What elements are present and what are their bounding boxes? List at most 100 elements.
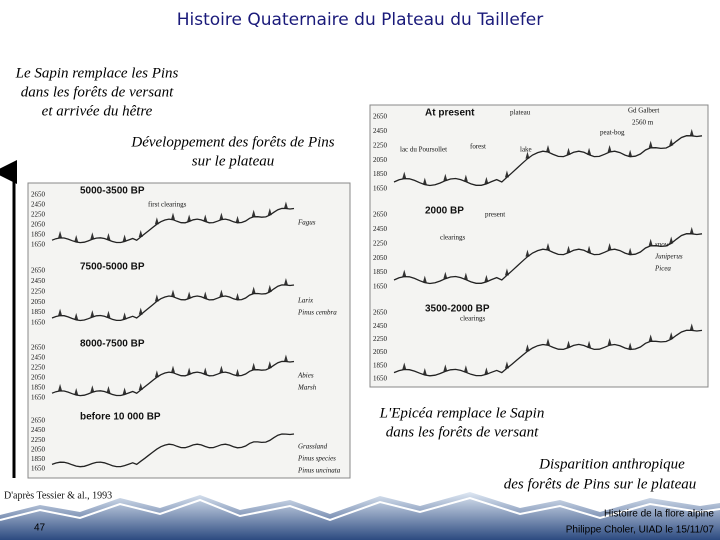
figure-label: Gd Galbert [628,107,659,115]
tree [546,145,550,153]
tree [122,234,127,242]
altitude-label: 2450 [373,127,388,135]
figure-label: present [485,211,505,219]
figure-frame [27,182,351,479]
terrain-profile [51,433,295,468]
caption: Disparition anthropique [538,456,685,472]
tree [106,232,111,240]
tree [203,291,208,299]
tree [267,208,272,216]
tree [122,387,127,395]
tree [689,226,694,234]
tree [74,235,79,243]
altitude-label: 1850 [31,308,46,316]
tree [422,275,427,283]
tree [235,292,240,300]
tree [648,140,653,148]
tree [235,368,240,376]
altitude-label: 2450 [31,277,46,285]
slide-title: Histoire Quaternaire du Plateau du Taill… [177,10,544,30]
tree [566,340,571,348]
tree [525,249,530,257]
tree [607,242,612,250]
tree [628,342,633,350]
caption: L'Epicéa remplace le Sapin [379,405,545,421]
tree [154,294,159,302]
tree [484,274,489,282]
tree [689,128,694,136]
tree [90,232,95,240]
tree [267,361,272,369]
tree [669,138,674,146]
altitude-label: 1650 [31,241,46,249]
panel-title: 7500-5000 BP [80,262,145,273]
tree [171,289,175,297]
tree [203,367,208,375]
tree [587,340,592,348]
terrain-profile [393,135,703,187]
tree [546,243,550,251]
tree [138,383,143,390]
tree [546,338,550,346]
legend-label: Pinus species [297,455,336,463]
altitude-label: 1850 [373,170,388,178]
altitude-label: 1650 [31,465,46,473]
terrain-profile [51,284,295,322]
altitude-label: 2650 [31,191,46,199]
tree [106,310,111,318]
tree [402,362,407,370]
tree [138,230,143,237]
altitude-label: 1650 [373,185,388,193]
tree [58,230,63,238]
figure-label: 2560 m [632,119,654,127]
tree [463,174,468,182]
terrain-profile [393,329,703,377]
altitude-label: 1650 [373,375,388,383]
altitude-label: 2450 [373,322,388,330]
tree [203,214,208,222]
altitude-label: 2650 [373,211,388,219]
altitude-label: 2250 [373,239,388,247]
altitude-label: 1850 [373,361,388,369]
altitude-label: 1850 [31,455,46,463]
altitude-label: 2450 [31,426,46,434]
legend-label: Fagus [297,219,316,227]
panel-title: 2000 BP [425,206,464,217]
altitude-label: 2250 [373,335,388,343]
tree [525,151,530,159]
mountain-snow [0,496,720,522]
tree [587,147,592,155]
altitude-label: 1850 [31,231,46,239]
tree [283,354,288,362]
altitude-label: 2050 [373,348,388,356]
figure-label: first clearings [148,201,187,209]
caption: et arrivée du hêtre [42,103,153,119]
altitude-label: 2250 [31,436,46,444]
figure-label: clearings [440,234,466,242]
figure-label: peat-bog [600,129,625,137]
tree [90,310,95,318]
altitude-label: 2250 [31,287,46,295]
tree [566,245,571,253]
figure-label: lake [520,146,532,154]
altitude-label: 2050 [31,298,46,306]
tree [74,312,79,320]
legend-label: snow [655,241,670,249]
caption: dans les forêts de versant [386,424,539,440]
tree [187,367,192,375]
altitude-label: 2050 [31,221,46,229]
footer-line: Philippe Choler, UIAD le 15/11/07 [566,525,715,536]
altitude-label: 2250 [31,211,46,219]
tree [566,147,571,155]
source: D'après Tessier & al., 1993 [4,490,112,501]
tree [587,245,592,253]
tree [58,308,63,316]
panel-title: 8000-7500 BP [80,339,145,350]
tree [463,365,468,373]
altitude-label: 2050 [373,254,388,262]
tree [484,367,489,375]
tree [267,284,272,292]
mountain-strip [0,492,720,540]
caption: Développement des forêts de Pins [130,134,334,150]
